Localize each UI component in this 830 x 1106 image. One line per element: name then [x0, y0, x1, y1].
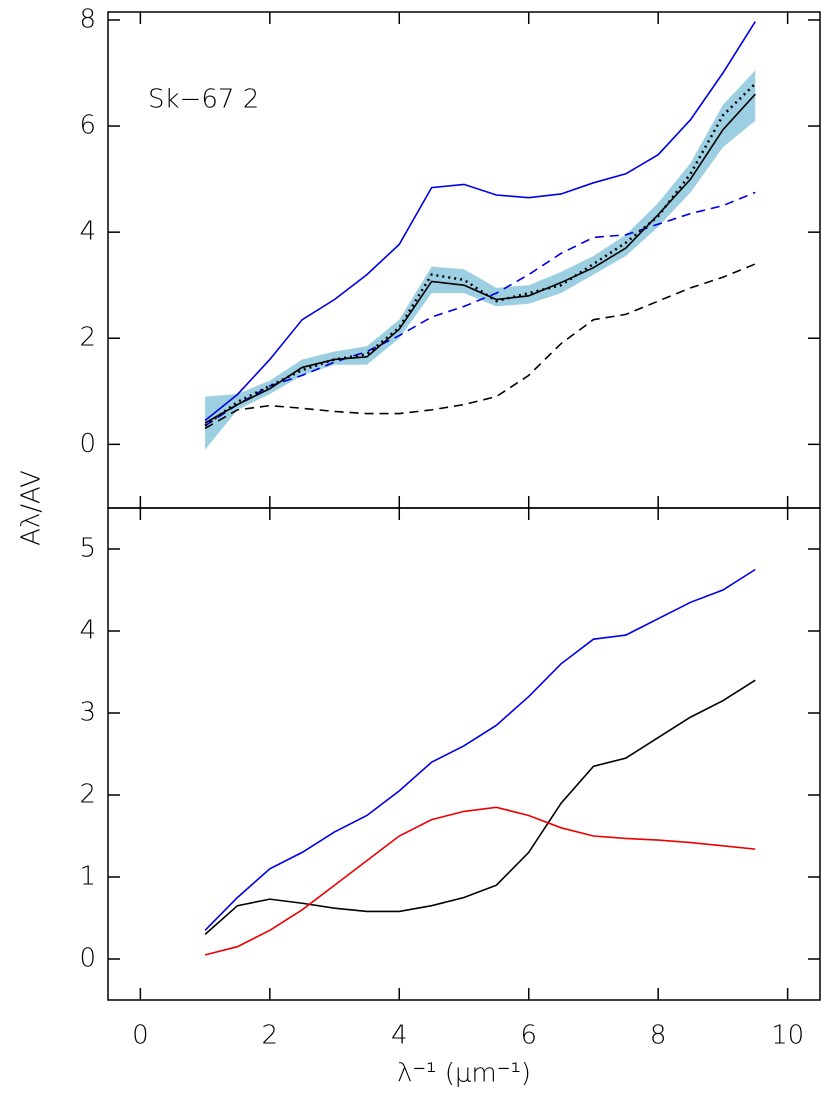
annotation: Sk−67 2	[148, 85, 259, 115]
series-line	[204, 263, 756, 430]
bottom-frame	[107, 507, 821, 1001]
y-tick-label: 1	[79, 862, 96, 892]
x-tick-label: 4	[391, 1021, 408, 1051]
y-tick-label: 4	[79, 217, 96, 247]
y-tick-label: 0	[79, 429, 96, 459]
x-tick-label: 2	[262, 1021, 279, 1051]
y-tick-label: 2	[79, 780, 96, 810]
x-tick-label: 0	[132, 1021, 149, 1051]
series-line	[204, 568, 756, 931]
y-tick-label: 4	[79, 616, 96, 646]
y-axis-label: Aλ/AV	[17, 470, 47, 546]
series-line	[204, 679, 756, 935]
y-tick-label: 3	[79, 698, 96, 728]
series-line	[204, 93, 756, 424]
y-tick-label: 2	[79, 323, 96, 353]
y-tick-label: 5	[79, 534, 96, 564]
x-tick-label: 10	[771, 1021, 804, 1051]
x-axis-label: λ⁻¹ (μm⁻¹)	[397, 1059, 531, 1089]
y-tick-label: 6	[79, 111, 96, 141]
series-line	[204, 191, 756, 427]
series-line	[204, 21, 756, 422]
x-tick-label: 8	[650, 1021, 667, 1051]
series-line	[204, 806, 756, 956]
y-tick-label: 8	[79, 4, 96, 34]
y-tick-label: 0	[79, 944, 96, 974]
uncertainty-band	[205, 70, 756, 450]
x-tick-label: 6	[520, 1021, 537, 1051]
